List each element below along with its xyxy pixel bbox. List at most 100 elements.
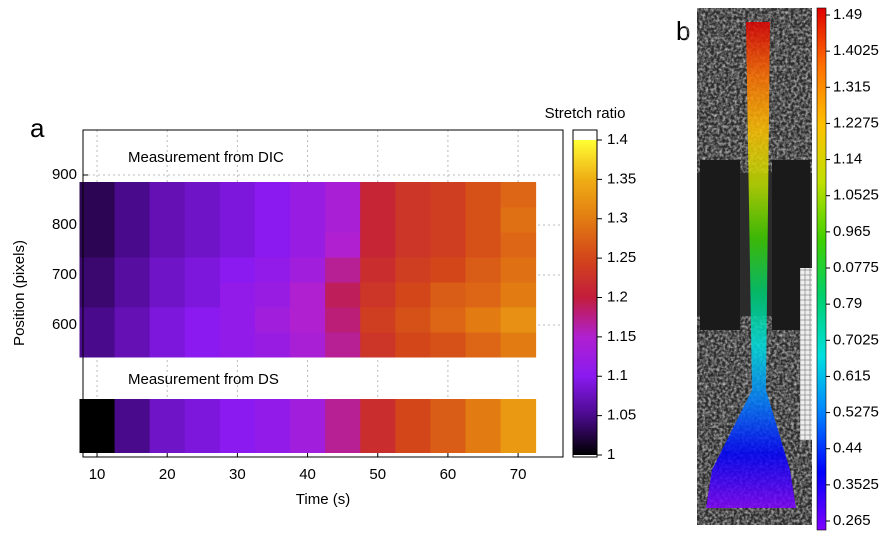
heatmap-cell bbox=[114, 307, 151, 333]
colorbar-tick-label: 1.3 bbox=[607, 210, 628, 227]
heatmap-cell bbox=[500, 232, 537, 258]
heatmap-cell bbox=[184, 207, 221, 233]
heatmap-cell bbox=[465, 232, 502, 258]
heatmap-cell bbox=[219, 207, 256, 233]
ds-cell bbox=[114, 399, 151, 453]
colorbar-frame bbox=[572, 129, 598, 458]
x-tick-label: 60 bbox=[440, 466, 457, 483]
heatmap-cell bbox=[184, 332, 221, 358]
heatmap-cell bbox=[149, 307, 186, 333]
heatmap-cell bbox=[219, 232, 256, 258]
heatmap-cell bbox=[465, 182, 502, 208]
heatmap-cell bbox=[325, 332, 361, 358]
heatmap-cell bbox=[149, 257, 186, 283]
heatmap-cell bbox=[79, 332, 116, 358]
ds-cell bbox=[360, 399, 396, 453]
colorbar-tick-label: 1.14 bbox=[833, 151, 862, 168]
colorbar-tick-label: 0.79 bbox=[833, 295, 862, 312]
colorbar-tick-label: 1.0525 bbox=[833, 187, 879, 204]
colorbar-tick-label: 0.965 bbox=[833, 223, 871, 240]
heatmap-cell bbox=[360, 182, 396, 208]
annotation: Measurement from DIC bbox=[128, 149, 284, 166]
heatmap-cell bbox=[325, 257, 361, 283]
ds-cell bbox=[290, 399, 326, 453]
heatmap-cell bbox=[290, 282, 326, 308]
annotation: Measurement from DS bbox=[128, 371, 279, 388]
heatmap-cell bbox=[500, 207, 537, 233]
colorbar-tick-label: 1 bbox=[607, 446, 615, 463]
colorbar-tick-label: 0.44 bbox=[833, 440, 862, 457]
heatmap-cell bbox=[290, 207, 326, 233]
heatmap-cell bbox=[430, 232, 466, 258]
x-tick-label: 40 bbox=[299, 466, 316, 483]
heatmap-cell bbox=[254, 232, 291, 258]
colorbar-tick-label: 1.35 bbox=[607, 170, 636, 187]
heatmap-cell bbox=[79, 282, 116, 308]
x-tick-label: 50 bbox=[369, 466, 386, 483]
heatmap-cell bbox=[325, 182, 361, 208]
ds-cell bbox=[219, 399, 256, 453]
heatmap-cell bbox=[500, 282, 537, 308]
heatmap-cell bbox=[254, 307, 291, 333]
colorbar-tick-label: 1.05 bbox=[607, 407, 636, 424]
heatmap-cell bbox=[395, 207, 431, 233]
heatmap-cell bbox=[254, 257, 291, 283]
y-tick-label: 800 bbox=[52, 216, 77, 233]
colorbar-tick-label: 0.5275 bbox=[833, 404, 879, 421]
heatmap-cell bbox=[290, 332, 326, 358]
ds-cell bbox=[254, 399, 291, 453]
ds-cell bbox=[500, 399, 537, 453]
heatmap-cell bbox=[465, 332, 502, 358]
y-tick-label: 600 bbox=[52, 316, 77, 333]
heatmap-cell bbox=[184, 232, 221, 258]
heatmap-cell bbox=[184, 257, 221, 283]
heatmap-cell bbox=[465, 257, 502, 283]
colorbar bbox=[816, 7, 827, 531]
heatmap-cell bbox=[290, 232, 326, 258]
heatmap-cell bbox=[79, 207, 116, 233]
colorbar-title: Stretch ratio bbox=[545, 105, 626, 122]
ds-cell bbox=[430, 399, 466, 453]
heatmap-cell bbox=[254, 182, 291, 208]
heatmap-cell bbox=[360, 232, 396, 258]
panel-label: a bbox=[30, 113, 45, 143]
y-axis-label: Position (pixels) bbox=[11, 240, 28, 346]
heatmap-cell bbox=[465, 207, 502, 233]
heatmap-cell bbox=[430, 257, 466, 283]
heatmap-cell bbox=[79, 257, 116, 283]
x-tick-label: 10 bbox=[89, 466, 106, 483]
heatmap-cell bbox=[114, 282, 151, 308]
specimen-photo bbox=[697, 8, 812, 525]
heatmap-cell bbox=[114, 257, 151, 283]
x-tick-label: 20 bbox=[159, 466, 176, 483]
heatmap-cell bbox=[430, 182, 466, 208]
heatmap-cell bbox=[430, 282, 466, 308]
colorbar-tick-label: 1.2 bbox=[607, 288, 628, 305]
ds-cell bbox=[149, 399, 186, 453]
heatmap-cell bbox=[395, 232, 431, 258]
heatmap-cell bbox=[219, 257, 256, 283]
heatmap-cell bbox=[254, 332, 291, 358]
heatmap-cell bbox=[430, 207, 466, 233]
heatmap-cell bbox=[395, 307, 431, 333]
colorbar-tick-label: 0.7025 bbox=[833, 331, 879, 348]
heatmap-cell bbox=[149, 207, 186, 233]
colorbar-tick-label: 0.615 bbox=[833, 367, 871, 384]
y-tick-label: 700 bbox=[52, 266, 77, 283]
heatmap-cell bbox=[395, 182, 431, 208]
heatmap-cell bbox=[149, 332, 186, 358]
heatmap-cell bbox=[500, 182, 537, 208]
x-tick-label: 30 bbox=[229, 466, 246, 483]
heatmap-cell bbox=[500, 257, 537, 283]
heatmap-cell bbox=[500, 307, 537, 333]
colorbar-tick-label: 1.315 bbox=[833, 78, 871, 95]
heatmap-cell bbox=[395, 332, 431, 358]
heatmap-cell bbox=[254, 282, 291, 308]
heatmap-cell bbox=[79, 232, 116, 258]
plot-frame bbox=[82, 129, 564, 458]
heatmap-cell bbox=[219, 332, 256, 358]
heatmap-cell bbox=[325, 232, 361, 258]
heatmap-cell bbox=[290, 307, 326, 333]
heatmap-cell bbox=[219, 307, 256, 333]
